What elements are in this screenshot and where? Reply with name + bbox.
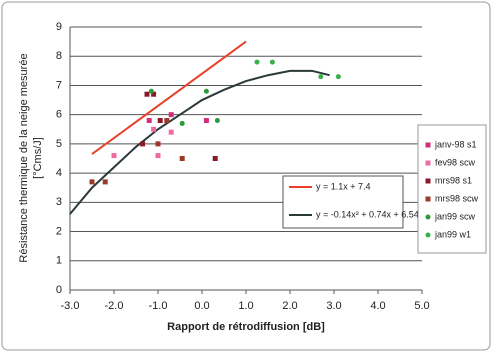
x-tick-label: 5.0 — [414, 300, 429, 312]
point — [164, 118, 170, 124]
point — [335, 74, 341, 80]
y-tick-label: 5 — [56, 138, 62, 150]
point — [179, 156, 185, 161]
legend-label: jan99 w1 — [434, 229, 471, 239]
legend-label: mrs98 s1 — [435, 175, 472, 185]
x-tick-label: 3.0 — [326, 300, 341, 312]
point — [212, 156, 218, 161]
x-tick-label: 4.0 — [370, 300, 385, 312]
legend-label: y = -0.14x² + 0.74x + 6.54 — [316, 209, 419, 219]
point — [144, 91, 150, 97]
trendline — [91, 40, 247, 155]
point — [151, 126, 157, 132]
point — [102, 179, 108, 185]
point — [111, 153, 117, 159]
trend-legend-box — [282, 175, 404, 229]
point — [155, 153, 161, 159]
point — [148, 88, 154, 94]
point — [214, 118, 220, 124]
y-tick-label: 0 — [56, 284, 62, 296]
y-tick-label: 3 — [56, 196, 62, 208]
point — [146, 118, 152, 124]
y-tick-label: 2 — [56, 225, 62, 237]
point — [140, 141, 146, 147]
point — [155, 141, 161, 147]
point — [168, 112, 174, 118]
y-axis-label: [°Cms/J] — [32, 137, 44, 179]
point — [89, 179, 95, 185]
y-tick-label: 8 — [56, 50, 62, 62]
trendline — [69, 69, 330, 215]
point — [168, 129, 174, 135]
legend-label: fev98 scw — [435, 157, 476, 167]
x-tick-label: 1.0 — [238, 300, 253, 312]
y-tick-label: 4 — [56, 167, 62, 179]
point — [179, 120, 185, 126]
legend-marker — [425, 196, 431, 202]
point — [269, 59, 275, 65]
point — [151, 91, 157, 97]
legend-marker — [425, 178, 431, 184]
point — [203, 118, 209, 124]
frame — [1, 1, 491, 351]
point — [318, 74, 324, 80]
y-tick-label: 7 — [56, 79, 62, 91]
legend-marker — [425, 214, 431, 220]
y-tick-label: 9 — [56, 21, 62, 33]
x-tick-label: -3.0 — [61, 300, 80, 312]
point — [203, 88, 209, 94]
x-axis-label: Rapport de rétrodiffusion [dB] — [167, 321, 325, 333]
legend-marker — [425, 160, 431, 166]
y-axis-label: Résistance thermique de la neige mesurée — [18, 53, 30, 262]
x-tick-label: 2.0 — [282, 300, 297, 312]
legend-marker — [425, 142, 431, 148]
point — [157, 118, 163, 124]
legend-label: mrs98 scw — [435, 193, 479, 203]
legend-label: janv-98 s1 — [434, 139, 477, 149]
x-tick-label: -1.0 — [149, 300, 168, 312]
legend-label: jan99 scw — [434, 211, 476, 221]
legend-label: y = 1.1x + 7.4 — [316, 181, 371, 191]
legend-marker — [425, 232, 431, 238]
y-tick-label: 1 — [56, 255, 62, 267]
x-tick-label: -2.0 — [105, 300, 124, 312]
x-tick-label: 0.0 — [194, 300, 209, 312]
y-tick-label: 6 — [56, 109, 62, 121]
point — [254, 59, 260, 65]
